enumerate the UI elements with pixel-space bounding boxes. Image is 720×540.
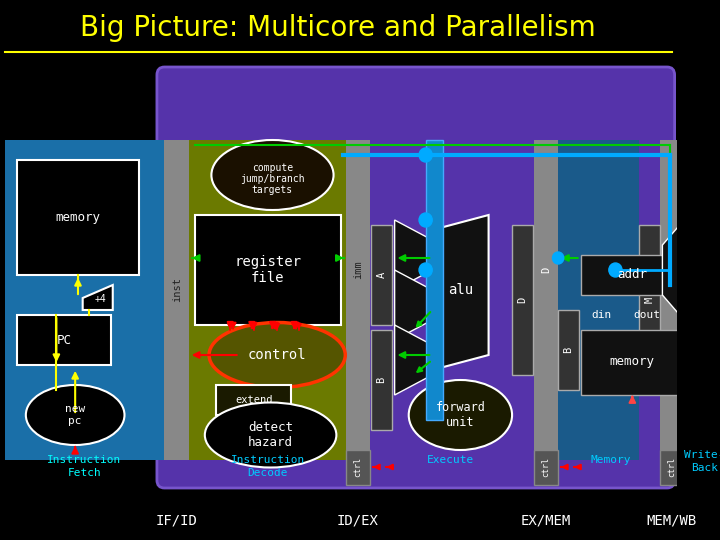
Text: alu: alu [448,283,473,297]
Text: Memory: Memory [590,455,631,465]
Bar [371,330,392,430]
Text: +4: +4 [94,294,107,304]
Bar [558,310,579,390]
Text: EX/MEM: EX/MEM [521,513,571,527]
Text: new
pc: new pc [65,404,85,426]
Text: compute: compute [252,163,293,173]
Text: detect
hazard: detect hazard [248,421,293,449]
Text: Execute: Execute [428,455,474,465]
Ellipse shape [26,385,125,445]
Text: PC: PC [56,334,71,347]
Text: D: D [541,267,551,273]
Bar [534,450,558,485]
Text: Instruction: Instruction [230,455,305,465]
Text: Write-: Write- [685,450,720,460]
Polygon shape [395,325,432,395]
Text: ctrl: ctrl [354,457,362,477]
Bar [639,225,660,375]
Text: B: B [377,377,387,383]
Bar [346,450,370,485]
Bar [164,140,189,460]
Ellipse shape [212,140,333,210]
Text: IF/ID: IF/ID [156,513,197,527]
Circle shape [609,263,622,277]
Bar [17,315,111,365]
Text: memory: memory [55,211,101,224]
Polygon shape [83,285,113,310]
Bar [580,255,684,295]
Text: imm: imm [353,261,363,279]
Text: A: A [377,272,387,278]
Text: memory: memory [610,355,654,368]
Bar [216,385,292,415]
Text: forward
unit: forward unit [436,401,485,429]
Text: Big Picture: Multicore and Parallelism: Big Picture: Multicore and Parallelism [81,14,596,42]
Polygon shape [432,215,489,370]
Text: D: D [518,297,528,303]
Polygon shape [395,220,432,290]
Text: Decode: Decode [248,468,288,478]
Text: Back: Back [691,463,718,473]
Circle shape [552,252,564,264]
Circle shape [419,263,432,277]
Bar [580,330,684,395]
Text: ID/EX: ID/EX [337,513,379,527]
Polygon shape [395,270,432,340]
FancyBboxPatch shape [157,67,675,488]
Ellipse shape [209,322,346,388]
Text: Fetch: Fetch [68,468,102,478]
Circle shape [419,213,432,227]
Bar [660,450,684,485]
Bar [189,140,346,460]
Polygon shape [662,220,684,320]
Bar [371,225,392,325]
Text: register
file: register file [234,255,301,285]
Ellipse shape [409,380,512,450]
Text: din: din [591,310,611,320]
Text: inst: inst [171,278,181,302]
Bar [426,140,443,420]
Circle shape [419,148,432,162]
Text: B: B [564,347,573,353]
Bar [684,140,720,460]
Text: MEM/WB: MEM/WB [647,513,697,527]
Text: jump/branch: jump/branch [240,174,305,184]
Bar [195,215,341,325]
Bar [346,140,370,460]
Bar [558,140,639,460]
Bar [17,160,139,275]
Text: addr: addr [617,268,647,281]
Text: control: control [248,348,307,362]
Text: ctrl: ctrl [667,457,676,477]
Text: ctrl: ctrl [541,457,550,477]
Text: M: M [644,297,654,303]
Text: extend: extend [235,395,272,405]
Ellipse shape [204,402,336,468]
Text: targets: targets [252,185,293,195]
Bar [512,225,533,375]
Bar [534,140,558,460]
Text: Instruction: Instruction [48,455,122,465]
Bar [5,140,164,460]
Bar [660,140,684,460]
Text: dout: dout [633,310,660,320]
